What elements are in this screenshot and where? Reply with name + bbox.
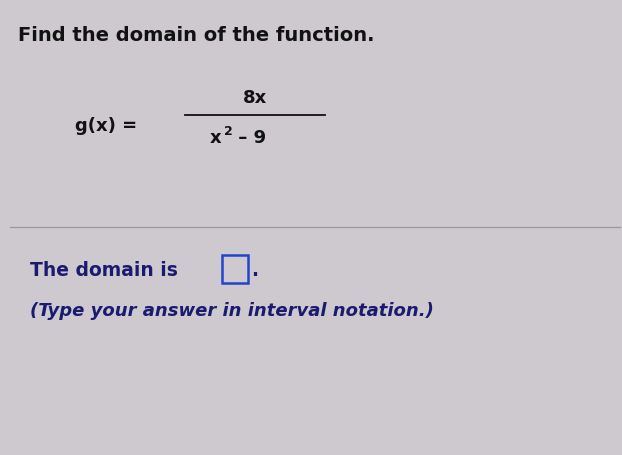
Text: 8x: 8x — [243, 89, 267, 107]
Text: – 9: – 9 — [232, 129, 266, 147]
Bar — [222, 255, 248, 283]
Text: g(x) =: g(x) = — [75, 117, 137, 135]
Text: x: x — [210, 129, 221, 147]
Text: .: . — [251, 261, 258, 280]
Text: Find the domain of the function.: Find the domain of the function. — [18, 26, 374, 45]
Text: 2: 2 — [224, 124, 233, 137]
Text: The domain is: The domain is — [30, 261, 178, 280]
Text: (Type your answer in interval notation.): (Type your answer in interval notation.) — [30, 301, 434, 319]
